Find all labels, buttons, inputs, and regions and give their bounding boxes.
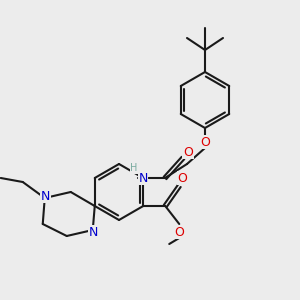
Text: H: H bbox=[130, 163, 138, 173]
Text: O: O bbox=[174, 226, 184, 238]
Text: N: N bbox=[41, 190, 50, 202]
Text: N: N bbox=[89, 226, 98, 238]
Text: N: N bbox=[138, 172, 148, 184]
Text: O: O bbox=[183, 146, 193, 158]
Text: O: O bbox=[200, 136, 210, 148]
Text: O: O bbox=[177, 172, 187, 184]
